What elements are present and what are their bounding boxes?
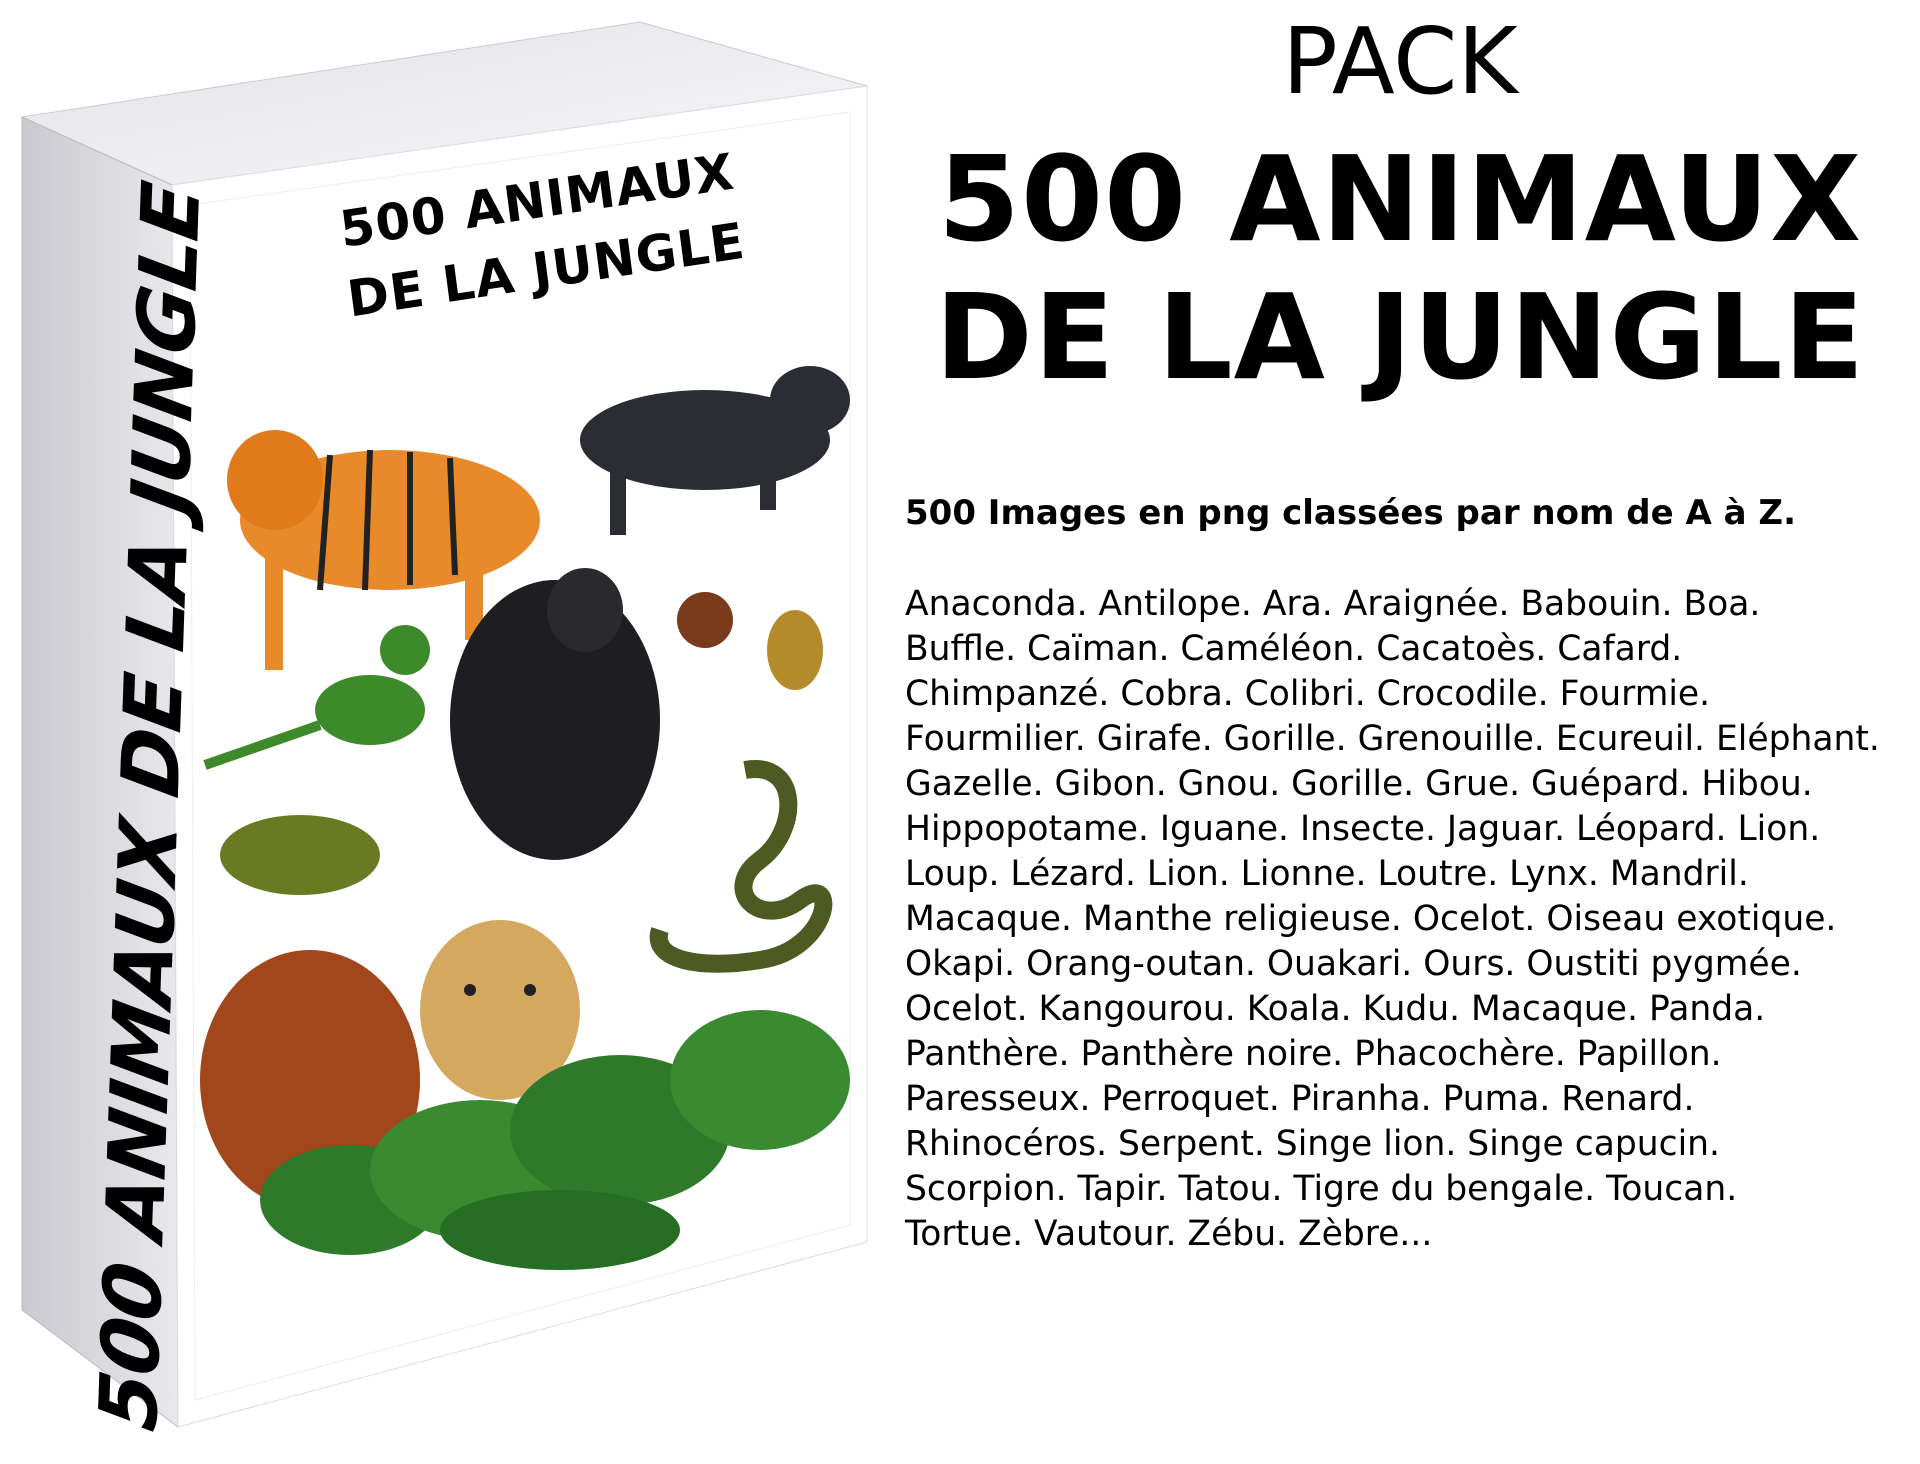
list-item: Buffle. Caïman. Caméléon. Cacatoès. Cafa… (905, 629, 1683, 669)
beetle-image (767, 610, 823, 690)
title-line1: 500 ANIMAUX (937, 130, 1863, 268)
product-box: 500 ANIMAUX DE LA JUNGLE 500 ANIMAUX DE … (0, 0, 900, 1440)
spider-image (677, 592, 733, 648)
frog-image (220, 815, 380, 895)
snake-image (649, 760, 833, 973)
list-item: Chimpanzé. Cobra. Colibri. Crocodile. Fo… (905, 674, 1711, 714)
subtitle: 500 Images en png classées par nom de A … (905, 493, 1796, 533)
list-item: Paresseux. Perroquet. Piranha. Puma. Ren… (905, 1079, 1695, 1119)
list-item: Ocelot. Kangourou. Koala. Kudu. Macaque.… (905, 989, 1766, 1029)
title-line2: DE LA JUNGLE (934, 268, 1866, 406)
pack-label: PACK (1282, 8, 1518, 115)
list-item: Hippopotame. Iguane. Insecte. Jaguar. Lé… (905, 809, 1821, 849)
list-item: Loup. Lézard. Lion. Lionne. Loutre. Lynx… (905, 854, 1749, 894)
box-illustration (20, 21, 868, 1429)
list-item: Macaque. Manthe religieuse. Ocelot. Oise… (905, 899, 1837, 939)
list-item: Rhinocéros. Serpent. Singe lion. Singe c… (905, 1124, 1721, 1164)
orangutan-image (200, 950, 420, 1210)
animal-list: Anaconda. Antilope. Ara. Araignée. Babou… (905, 582, 1880, 1257)
list-item: Tortue. Vautour. Zébu. Zèbre... (905, 1214, 1433, 1254)
list-item: Anaconda. Antilope. Ara. Araignée. Babou… (905, 584, 1761, 624)
list-item: Okapi. Orang-outan. Ouakari. Ours. Ousti… (905, 944, 1802, 984)
black-panther-image (580, 366, 850, 535)
jungle-plants-image (260, 1010, 850, 1270)
list-item: Panthère. Panthère noire. Phacochère. Pa… (905, 1034, 1722, 1074)
tiger-image (227, 430, 540, 670)
list-item: Scorpion. Tapir. Tatou. Tigre du bengale… (905, 1169, 1738, 1209)
parrot-image (203, 625, 430, 770)
cheetah-image (420, 920, 580, 1100)
list-item: Fourmilier. Girafe. Gorille. Grenouille.… (905, 719, 1880, 759)
gorilla-image (450, 568, 660, 860)
list-item: Gazelle. Gibon. Gnou. Gorille. Grue. Gué… (905, 764, 1813, 804)
